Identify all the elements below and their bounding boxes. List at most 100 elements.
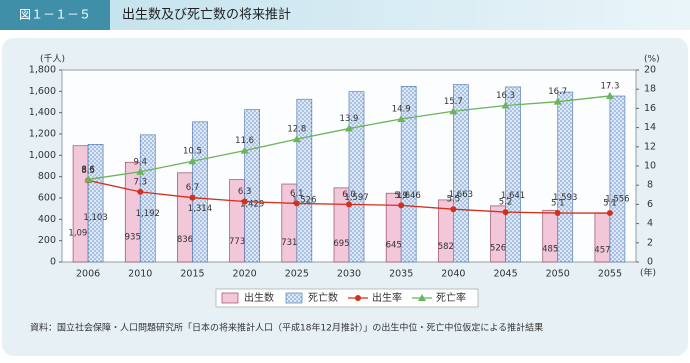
value-label: 5.5 [447, 195, 461, 205]
y-tick-label: 1,800 [29, 65, 56, 76]
legend-box [215, 288, 479, 308]
value-label: 9.4 [134, 157, 148, 167]
bar [139, 134, 156, 263]
bar [348, 91, 365, 263]
value-label: 836 [177, 235, 193, 245]
bar [453, 84, 469, 263]
bar [609, 95, 626, 263]
legend-swatch [355, 295, 361, 301]
value-label: 7.3 [134, 177, 148, 187]
y2-tick-label: 2 [647, 237, 653, 248]
value-label: 1,663 [449, 190, 473, 200]
marker [450, 206, 457, 213]
x-tick-label: 2020 [233, 269, 257, 280]
y2-tick-label: 16 [644, 103, 656, 114]
legend-swatch [418, 294, 426, 301]
value-label: 8.5 [81, 166, 95, 176]
value-label: 935 [125, 233, 141, 243]
value-label: 1,593 [553, 193, 577, 203]
marker [449, 107, 458, 115]
legend-label: 出生数 [244, 291, 274, 304]
y2-tick-label: 18 [644, 84, 656, 95]
figure-number: 図１－１－５ [19, 8, 91, 22]
marker [292, 135, 301, 143]
y2-tick-label: 14 [644, 122, 656, 133]
marker [345, 124, 353, 132]
value-label: 6.0 [342, 190, 356, 200]
value-label: 582 [438, 242, 454, 252]
value-label: 17.3 [600, 81, 619, 91]
y2-tick-label: 0 [647, 257, 653, 268]
value-label: 5.2 [499, 198, 513, 208]
y-unit: (千人) [40, 54, 65, 65]
x-tick-label: 2040 [441, 269, 465, 280]
y-tick-label: 1,400 [29, 107, 56, 118]
y-tick-label: 1,600 [29, 86, 56, 97]
marker [606, 210, 613, 217]
value-label: 14.9 [392, 104, 411, 114]
marker [554, 210, 561, 217]
value-label: 731 [281, 238, 297, 248]
marker [136, 167, 145, 175]
marker [188, 157, 197, 165]
value-label: 10.5 [183, 147, 202, 157]
legend-label: 出生率 [372, 291, 402, 304]
value-label: 6.1 [290, 189, 304, 199]
marker [397, 114, 406, 122]
x-tick-label: 2030 [337, 269, 361, 280]
value-label: 5.1 [603, 199, 617, 209]
value-label: 1,103 [83, 213, 107, 223]
value-label: 1,646 [397, 191, 421, 201]
legend-label: 死亡率 [436, 291, 466, 304]
y-tick-label: 800 [38, 171, 56, 182]
marker [241, 198, 248, 205]
x-tick-label: 2025 [285, 269, 309, 280]
y-tick-label: 600 [38, 193, 56, 204]
y2-tick-label: 10 [644, 161, 656, 172]
marker [189, 194, 196, 201]
x-tick-label: 2055 [598, 269, 622, 280]
value-label: 5.9 [394, 191, 408, 201]
x-tick-label: 2045 [493, 269, 517, 280]
bar [72, 145, 89, 263]
value-label: 526 [490, 243, 506, 253]
y-tick-label: 200 [38, 235, 56, 246]
value-label: 16.3 [496, 91, 515, 101]
x-tick-label: 2006 [76, 269, 100, 280]
marker [502, 209, 509, 216]
figure-box [0, 0, 110, 30]
bar [557, 91, 574, 263]
value-label: 1,429 [240, 200, 264, 210]
marker [137, 188, 144, 195]
y2-tick-label: 12 [644, 141, 656, 152]
bar [296, 98, 313, 263]
legend-swatch [221, 292, 239, 304]
bar [490, 205, 506, 263]
value-label: 15.7 [444, 97, 463, 107]
bar [192, 121, 208, 263]
x-tick-label: 2015 [180, 269, 204, 280]
x-unit: (年) [640, 267, 656, 279]
y2-tick-label: 4 [647, 218, 653, 229]
value-label: 1,597 [344, 193, 368, 203]
y-tick-label: 400 [38, 214, 56, 225]
value-label: 1,556 [605, 194, 629, 204]
value-label: 16.7 [548, 87, 567, 97]
value-label: 773 [229, 237, 245, 247]
value-label: 13.9 [340, 114, 359, 124]
value-label: 1,314 [188, 204, 212, 214]
y-tick-label: 1,000 [29, 150, 56, 161]
source-note: 資料：国立社会保障・人口問題研究所「日本の将来推計人口（平成18年12月推計）」… [30, 322, 543, 334]
value-label: 11.6 [235, 136, 254, 146]
value-label: 695 [333, 239, 349, 249]
value-label: 1,641 [501, 191, 525, 201]
value-label: 485 [542, 245, 558, 255]
value-label: 8.6 [81, 165, 95, 175]
value-label: 1,090 [68, 228, 92, 238]
marker [293, 200, 300, 207]
marker [605, 91, 614, 99]
header-bar [0, 0, 690, 30]
bar [505, 86, 521, 263]
x-tick-label: 2035 [389, 269, 413, 280]
